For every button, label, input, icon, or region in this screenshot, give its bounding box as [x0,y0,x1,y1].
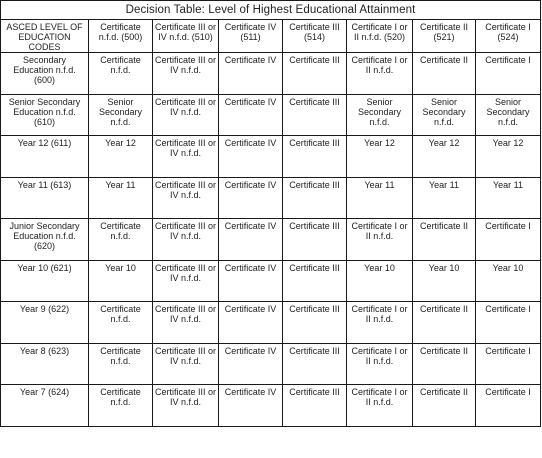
row-header: Year 7 (624) [0,384,89,427]
table-cell: Certificate IV [218,260,283,302]
table-cell: Senior Secondary n.f.d. [346,94,413,136]
row-header: Year 12 (611) [0,135,89,178]
row-header: Year 11 (613) [0,177,89,219]
decision-table: Decision Table: Level of Highest Educati… [0,0,542,427]
row-header: Year 10 (621) [0,260,89,302]
table-cell: Certificate III [282,301,347,344]
corner-header: ASCED LEVEL OF EDUCATION CODES [0,19,89,53]
table-cell: Certificate I [474,52,542,95]
table-cell: Year 12 [474,135,542,178]
column-header: Certificate I or II n.f.d. (520) [346,19,413,53]
table-cell: Year 11 [412,177,476,219]
table-cell: Certificate IV [218,301,283,344]
table-cell: Certificate III [282,52,347,95]
table-cell: Certificate I or II n.f.d. [346,301,413,344]
table-row: Year 10 (621) Year 10 Certificate III or… [0,260,542,302]
table-row: Year 11 (613) Year 11 Certificate III or… [0,177,542,219]
column-header: Certificate I (524) [474,19,542,53]
table-cell: Year 10 [474,260,542,302]
column-header: Certificate III (514) [282,19,347,53]
table-row: Senior Secondary Education n.f.d. (610) … [0,94,542,136]
table-cell: Certificate I or II n.f.d. [346,52,413,95]
table-cell: Certificate n.f.d. [88,343,153,385]
table-cell: Certificate IV [218,52,283,95]
table-cell: Certificate II [412,218,476,261]
table-cell: Certificate III or IV n.f.d. [152,52,219,95]
table-cell: Certificate III [282,94,347,136]
table-cell: Certificate III or IV n.f.d. [152,384,219,427]
table-row: Year 7 (624) Certificate n.f.d. Certific… [0,384,542,427]
table-cell: Certificate I [474,301,542,344]
table-cell: Certificate III [282,260,347,302]
table-cell: Certificate IV [218,343,283,385]
table-cell: Certificate I or II n.f.d. [346,218,413,261]
table-cell: Certificate IV [218,94,283,136]
table-title: Decision Table: Level of Highest Educati… [0,0,542,20]
row-header: Junior Secondary Education n.f.d. (620) [0,218,89,261]
column-header: Certificate n.f.d. (500) [88,19,153,53]
table-cell: Certificate IV [218,218,283,261]
table-cell: Certificate III [282,343,347,385]
table-cell: Certificate I or II n.f.d. [346,384,413,427]
table-cell: Certificate III or IV n.f.d. [152,177,219,219]
table-cell: Certificate I [474,384,542,427]
table-cell: Certificate II [412,52,476,95]
row-header: Senior Secondary Education n.f.d. (610) [0,94,89,136]
table-cell: Certificate II [412,301,476,344]
column-header: Certificate IV (511) [218,19,283,53]
table-cell: Certificate III or IV n.f.d. [152,94,219,136]
table-cell: Certificate III or IV n.f.d. [152,135,219,178]
table-row: Junior Secondary Education n.f.d. (620) … [0,218,542,261]
table-cell: Senior Secondary n.f.d. [88,94,153,136]
row-header: Year 8 (623) [0,343,89,385]
table-cell: Certificate III or IV n.f.d. [152,218,219,261]
row-header: Secondary Education n.f.d. (600) [0,52,89,95]
table-cell: Certificate n.f.d. [88,301,153,344]
table-cell: Senior Secondary n.f.d. [412,94,476,136]
table-cell: Certificate n.f.d. [88,384,153,427]
table-cell: Certificate II [412,384,476,427]
table-cell: Year 11 [474,177,542,219]
column-header-row: ASCED LEVEL OF EDUCATION CODES Certifica… [0,19,542,53]
table-cell: Certificate I [474,218,542,261]
table-cell: Year 12 [88,135,153,178]
table-cell: Year 12 [412,135,476,178]
table-cell: Certificate n.f.d. [88,218,153,261]
table-row: Year 9 (622) Certificate n.f.d. Certific… [0,301,542,344]
table-cell: Certificate III [282,177,347,219]
table-cell: Year 11 [346,177,413,219]
table-cell: Certificate III [282,384,347,427]
table-row: Year 8 (623) Certificate n.f.d. Certific… [0,343,542,385]
table-cell: Certificate II [412,343,476,385]
table-cell: Year 10 [88,260,153,302]
table-cell: Certificate III or IV n.f.d. [152,260,219,302]
table-cell: Year 11 [88,177,153,219]
table-cell: Certificate IV [218,384,283,427]
table-cell: Certificate n.f.d. [88,52,153,95]
table-cell: Certificate I or II n.f.d. [346,343,413,385]
table-cell: Senior Secondary n.f.d. [474,94,542,136]
table-row: Secondary Education n.f.d. (600) Certifi… [0,52,542,95]
table-cell: Certificate III or IV n.f.d. [152,301,219,344]
table-cell: Year 12 [346,135,413,178]
table-cell: Certificate III or IV n.f.d. [152,343,219,385]
table-cell: Certificate I [474,343,542,385]
row-header: Year 9 (622) [0,301,89,344]
table-cell: Year 10 [412,260,476,302]
column-header: Certificate II (521) [412,19,476,53]
table-cell: Certificate III [282,218,347,261]
table-cell: Certificate III [282,135,347,178]
column-header: Certificate III or IV n.f.d. (510) [152,19,219,53]
table-cell: Certificate IV [218,135,283,178]
table-cell: Year 10 [346,260,413,302]
table-row: Year 12 (611) Year 12 Certificate III or… [0,135,542,178]
table-cell: Certificate IV [218,177,283,219]
